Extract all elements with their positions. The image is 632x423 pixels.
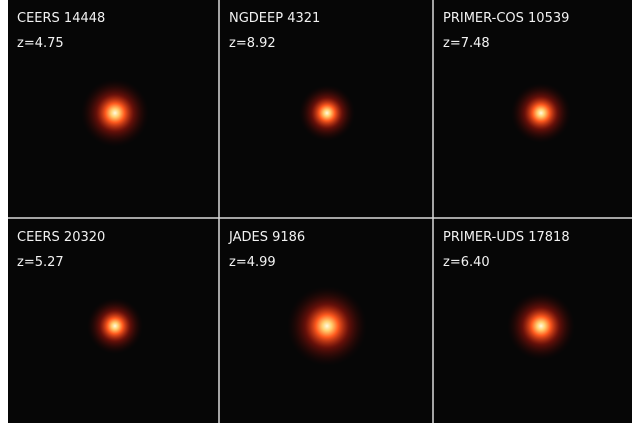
panel-redshift: z=4.99 bbox=[229, 255, 276, 270]
galaxy bbox=[287, 286, 367, 366]
panel-title: CEERS 14448 bbox=[17, 11, 105, 26]
panel-title: NGDEEP 4321 bbox=[229, 11, 320, 26]
panel-redshift: z=4.75 bbox=[17, 36, 64, 51]
panel-redshift: z=7.48 bbox=[443, 36, 490, 51]
panel-redshift: z=5.27 bbox=[17, 255, 64, 270]
galaxy bbox=[299, 85, 355, 141]
panel-title: CEERS 20320 bbox=[17, 230, 105, 245]
panel-redshift: z=8.92 bbox=[229, 36, 276, 51]
panel-title: JADES 9186 bbox=[228, 230, 305, 245]
galaxy bbox=[81, 79, 149, 147]
panel-title: PRIMER-COS 10539 bbox=[443, 11, 569, 26]
panel-title: PRIMER-UDS 17818 bbox=[443, 230, 570, 245]
galaxy bbox=[87, 298, 143, 354]
galaxy bbox=[511, 83, 571, 143]
panel-redshift: z=6.40 bbox=[443, 255, 490, 270]
galaxy bbox=[507, 292, 575, 360]
